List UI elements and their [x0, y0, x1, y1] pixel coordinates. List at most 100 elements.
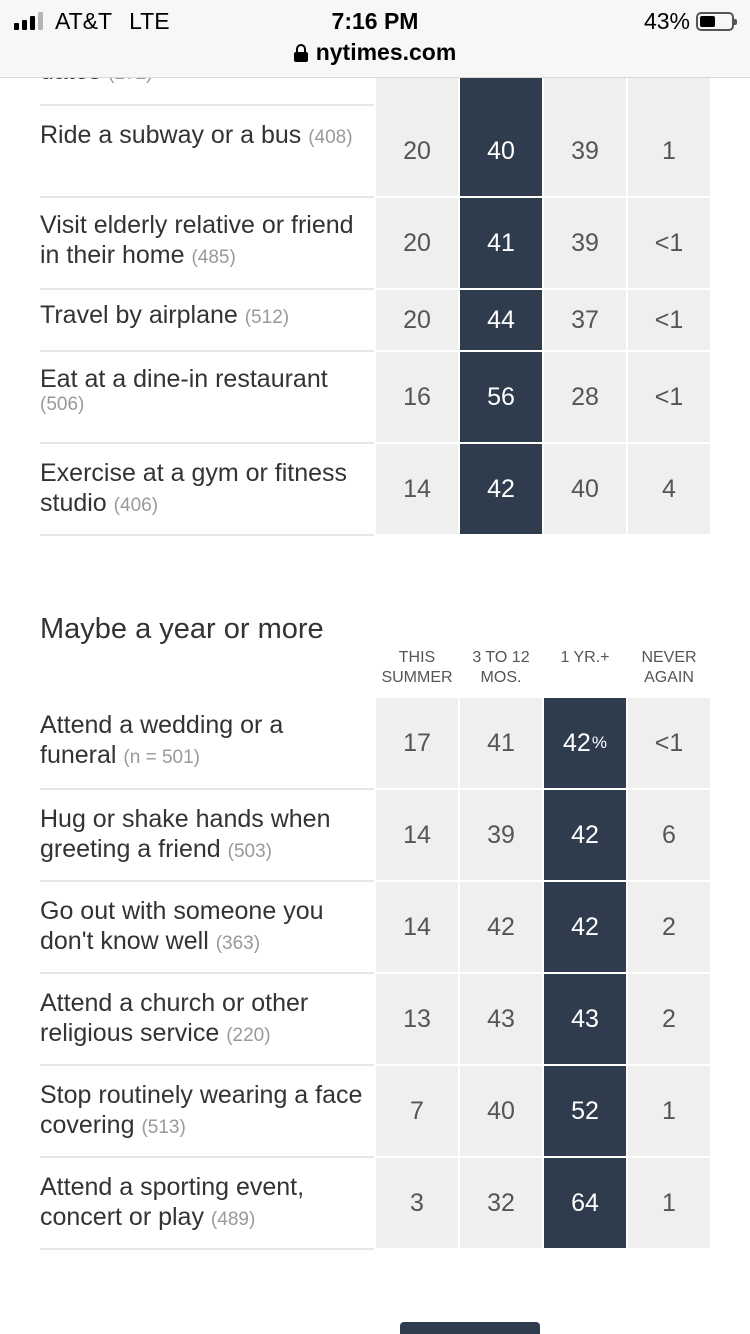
value-cell: 52 — [544, 1066, 626, 1156]
url-bar[interactable]: nytimes.com — [0, 39, 750, 66]
value-cell: <1 — [628, 698, 710, 788]
table-row: Attend a church or other religious servi… — [40, 974, 710, 1066]
value-cell: 42 — [460, 882, 542, 972]
row-count: (503) — [227, 841, 272, 862]
row-label: Ride a subway or a bus — [40, 121, 309, 149]
value-cell: 32 — [460, 1158, 542, 1248]
value-text: 2 — [662, 912, 676, 941]
row-count: (513) — [141, 1117, 186, 1138]
value-cell: 43 — [460, 974, 542, 1064]
row-label: Travel by airplane — [40, 301, 245, 329]
column-header-3-to-12-mos: 3 TO 12 MOS. — [472, 649, 530, 686]
value-text: 32 — [487, 1188, 515, 1217]
row-count: (220) — [226, 1025, 271, 1046]
value-text: 39 — [571, 228, 599, 257]
row-label-cell: Attend a wedding or a funeral (n = 501) — [40, 698, 374, 790]
value-text: 7 — [410, 1096, 424, 1125]
value-cell: 2 — [628, 882, 710, 972]
value-cell: 42% — [544, 698, 626, 788]
value-cell: 44 — [460, 290, 542, 350]
table-row: Visit elderly relative or friend in thei… — [40, 198, 710, 290]
value-cell: 41 — [460, 698, 542, 788]
value-cell: 42 — [460, 444, 542, 534]
value-text: 42 — [487, 912, 515, 941]
status-left: AT&T LTE — [14, 8, 170, 34]
row-count: (408) — [308, 127, 353, 148]
percent-sign: % — [591, 733, 607, 752]
value-text: 16 — [403, 382, 431, 411]
value-cell: 13 — [376, 974, 458, 1064]
value-text: 44 — [487, 305, 515, 334]
value-text: 37 — [571, 305, 599, 334]
battery-fill — [700, 15, 715, 27]
value-text: 41 — [487, 728, 515, 757]
value-text: 20 — [403, 305, 431, 334]
table-row: Ride a subway or a bus (408) 20 40 39 1 — [40, 106, 710, 198]
row-count: (489) — [210, 1209, 256, 1230]
value-text: 41 — [487, 228, 515, 257]
row-label-cell: Stop routinely wearing a face covering (… — [40, 1066, 374, 1158]
value-cell: 56 — [460, 352, 542, 442]
value-cell: 20 — [376, 198, 458, 288]
battery-icon — [696, 11, 737, 31]
row-label-cell: Ride a subway or a bus (408) — [40, 106, 374, 198]
value-cell: <1 — [628, 290, 710, 350]
value-cell: 14 — [376, 882, 458, 972]
table-row: Stop routinely wearing a face covering (… — [40, 1066, 710, 1158]
table-row: Hug or shake hands when greeting a frien… — [40, 790, 710, 882]
row-label-cell: Eat at a dine-in restaurant (506) — [40, 352, 374, 444]
value-cell: <1 — [628, 352, 710, 442]
lock-icon — [293, 43, 308, 62]
row-count: (406) — [113, 495, 159, 516]
value-text: 39 — [487, 820, 515, 849]
value-cell: 40 — [544, 444, 626, 534]
row-label: Attend a wedding or a funeral — [40, 711, 284, 769]
value-text: 40 — [487, 136, 515, 165]
column-header-1-yr: 1 YR.+ — [560, 649, 610, 666]
value-text: 13 — [403, 1004, 431, 1033]
value-text: 3 — [410, 1188, 424, 1217]
value-cell: 39 — [544, 198, 626, 288]
value-text: 43 — [487, 1004, 515, 1033]
row-count: (n = 501) — [123, 747, 200, 768]
value-cell: 28 — [544, 352, 626, 442]
value-text: 14 — [403, 820, 431, 849]
value-cell: 43 — [544, 974, 626, 1064]
carrier-label: AT&T — [55, 7, 113, 34]
value-cell: 39 — [544, 106, 626, 196]
row-label-cell: Hug or shake hands when greeting a frien… — [40, 790, 374, 882]
value-text: <1 — [654, 228, 684, 257]
clock: 7:16 PM — [331, 8, 419, 34]
value-text: 64 — [571, 1188, 599, 1217]
value-text: 28 — [571, 382, 599, 411]
value-cell: 42 — [544, 790, 626, 880]
value-text: <1 — [654, 728, 684, 757]
url-text: nytimes.com — [315, 39, 457, 65]
value-cell: 40 — [460, 106, 542, 196]
value-text: 2 — [662, 1004, 676, 1033]
row-label-cell: Exercise at a gym or fitness studio (406… — [40, 444, 374, 536]
row-count: (506) — [40, 394, 85, 415]
row-label: Visit elderly relative or friend in thei… — [40, 211, 354, 269]
value-text: 1 — [662, 1096, 676, 1125]
value-text: 4 — [662, 474, 676, 503]
value-cell: 16 — [376, 352, 458, 442]
value-text: 40 — [487, 1096, 515, 1125]
value-text: 14 — [403, 912, 431, 941]
row-count: (512) — [244, 307, 290, 328]
battery-percent: 43% — [643, 7, 690, 34]
value-cell: 14 — [376, 790, 458, 880]
value-cell: 37 — [544, 290, 626, 350]
value-cell: 1 — [628, 1066, 710, 1156]
value-cell: 39 — [460, 790, 542, 880]
value-cell: 14 — [376, 444, 458, 534]
value-cell: 1 — [628, 106, 710, 196]
table-row: Travel by airplane (512) 20 44 37 <1 — [40, 290, 710, 352]
value-cell: 64 — [544, 1158, 626, 1248]
row-label-cell: Attend a sporting event, concert or play… — [40, 1158, 374, 1250]
value-text: 42 — [487, 474, 515, 503]
value-cell: 4 — [628, 444, 710, 534]
column-header-this-summer: THIS SUMMER — [381, 649, 453, 686]
table-row: Eat at a dine-in restaurant (506) 16 56 28 <… — [40, 352, 710, 444]
row-count: (363) — [215, 933, 261, 954]
